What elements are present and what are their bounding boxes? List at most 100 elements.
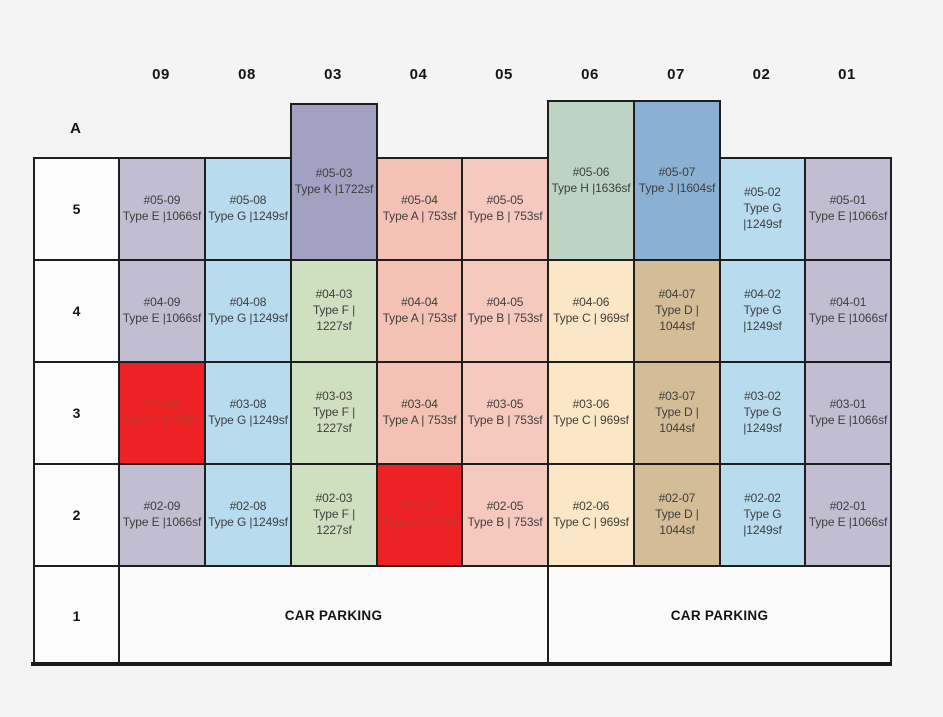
unit-cell-03-01[interactable]: #03-01 Type E |1066sf	[804, 361, 892, 465]
unit-type-size: Type F | 1227sf	[312, 303, 356, 333]
unit-cell-03-04[interactable]: #03-04 Type A | 753sf	[376, 361, 463, 465]
floor-label-4: 4	[33, 259, 120, 363]
unit-cell-02-08[interactable]: #02-08 Type G |1249sf	[204, 463, 292, 567]
column-header-02: 02	[752, 66, 771, 83]
unit-type-size: Type B | 753sf	[467, 311, 543, 325]
unit-cell-04-04[interactable]: #04-04 Type A | 753sf	[376, 259, 463, 363]
unit-id: #03-05	[486, 397, 524, 412]
unit-cell-03-07[interactable]: #03-07 Type D | 1044sf	[633, 361, 721, 465]
unit-id: #03-01	[829, 397, 867, 412]
unit-cell-05-07[interactable]: #05-07 Type J |1604sf	[633, 100, 721, 261]
unit-type-size: Type A | 753sf	[382, 311, 457, 325]
unit-cell-02-03[interactable]: #02-03 Type F | 1227sf	[290, 463, 378, 567]
unit-cell-02-01[interactable]: #02-01 Type E |1066sf	[804, 463, 892, 567]
unit-type-size: Type D | 1044sf	[655, 303, 699, 333]
unit-type-size: Type E |1066sf	[122, 515, 202, 529]
unit-id: #05-03	[315, 166, 353, 181]
unit-cell-04-09[interactable]: #04-09 Type E |1066sf	[118, 259, 206, 363]
unit-cell-02-02[interactable]: #02-02 Type G |1249sf	[719, 463, 806, 567]
unit-id: #05-05	[486, 193, 524, 208]
unit-type-size: Type E |1066sf	[122, 209, 202, 223]
unit-id: #03-06	[572, 397, 610, 412]
column-header-01: 01	[838, 66, 856, 83]
unit-id: #04-04	[401, 295, 438, 310]
unit-cell-05-04[interactable]: #05-04 Type A | 753sf	[376, 157, 463, 261]
unit-cell-04-01[interactable]: #04-01 Type E |1066sf	[804, 259, 892, 363]
column-header-05: 05	[495, 66, 513, 83]
unit-id: #04-07	[658, 287, 696, 302]
block-label: A	[70, 120, 81, 137]
unit-type-size: Type B | 753sf	[467, 515, 543, 529]
unit-cell-04-07[interactable]: #04-07 Type D | 1044sf	[633, 259, 721, 363]
unit-cell-04-05[interactable]: #04-05 Type B | 753sf	[461, 259, 549, 363]
unit-cell-04-08[interactable]: #04-08 Type G |1249sf	[204, 259, 292, 363]
unit-id: #02-01	[829, 499, 867, 514]
unit-id: #05-01	[829, 193, 867, 208]
unit-id: #05-04	[401, 193, 438, 208]
unit-cell-02-05[interactable]: #02-05 Type B | 753sf	[461, 463, 549, 567]
unit-cell-05-05[interactable]: #05-05 Type B | 753sf	[461, 157, 549, 261]
unit-id: #05-02	[744, 185, 781, 200]
unit-id: #04-09	[143, 295, 181, 310]
unit-id: #02-07	[658, 491, 696, 506]
unit-type-size: Type E |1066sf	[808, 413, 888, 427]
unit-type-size: Type G |1249sf	[208, 515, 288, 529]
column-header-09: 09	[152, 66, 170, 83]
unit-id: #05-06	[572, 164, 610, 179]
car-parking-left: CAR PARKING	[118, 565, 549, 666]
unit-id: #05-08	[229, 193, 267, 208]
floor-label-5: 5	[33, 157, 120, 261]
unit-id: #05-07	[658, 164, 696, 179]
unit-cell-03-09[interactable]: #03-09 Type E |1066sf	[118, 361, 206, 465]
unit-type-size: Type E |1066sf	[122, 413, 202, 427]
unit-id: #03-09	[143, 397, 181, 412]
unit-id: #02-05	[486, 499, 524, 514]
unit-cell-02-04[interactable]: #02-04 Type A | 753sf	[376, 463, 463, 567]
floor-label-1: 1	[33, 565, 120, 666]
unit-type-size: Type G |1249sf	[208, 209, 288, 223]
unit-id: #03-03	[315, 389, 353, 404]
unit-cell-05-02[interactable]: #05-02 Type G |1249sf	[719, 157, 806, 261]
unit-cell-02-07[interactable]: #02-07 Type D | 1044sf	[633, 463, 721, 567]
unit-cell-03-03[interactable]: #03-03 Type F | 1227sf	[290, 361, 378, 465]
unit-cell-02-09[interactable]: #02-09 Type E |1066sf	[118, 463, 206, 567]
unit-type-size: Type E |1066sf	[808, 311, 888, 325]
unit-cell-02-06[interactable]: #02-06 Type C | 969sf	[547, 463, 635, 567]
unit-id: #04-05	[486, 295, 524, 310]
unit-id: #04-03	[315, 287, 353, 302]
floor-label-2: 2	[33, 463, 120, 567]
unit-id: #03-08	[229, 397, 267, 412]
unit-id: #02-04	[401, 499, 438, 514]
unit-type-size: Type A | 753sf	[382, 209, 457, 223]
unit-type-size: Type D | 1044sf	[655, 507, 699, 537]
unit-cell-03-05[interactable]: #03-05 Type B | 753sf	[461, 361, 549, 465]
unit-type-size: Type F | 1227sf	[312, 405, 356, 435]
unit-type-size: Type G |1249sf	[208, 311, 288, 325]
unit-cell-05-01[interactable]: #05-01 Type E |1066sf	[804, 157, 892, 261]
unit-type-size: Type B | 753sf	[467, 413, 543, 427]
unit-cell-04-06[interactable]: #04-06 Type C | 969sf	[547, 259, 635, 363]
unit-cell-04-02[interactable]: #04-02 Type G |1249sf	[719, 259, 806, 363]
unit-cell-03-02[interactable]: #03-02 Type G |1249sf	[719, 361, 806, 465]
unit-id: #02-08	[229, 499, 267, 514]
unit-type-size: Type G |1249sf	[743, 405, 782, 435]
unit-id: #02-02	[744, 491, 781, 506]
unit-type-size: Type E |1066sf	[808, 515, 888, 529]
unit-id: #04-02	[744, 287, 781, 302]
unit-type-size: Type C | 969sf	[553, 413, 629, 427]
unit-type-size: Type K |1722sf	[294, 182, 374, 196]
unit-id: #05-09	[143, 193, 181, 208]
unit-type-size: Type E |1066sf	[122, 311, 202, 325]
unit-cell-05-06[interactable]: #05-06 Type H |1636sf	[547, 100, 635, 261]
unit-cell-03-08[interactable]: #03-08 Type G |1249sf	[204, 361, 292, 465]
unit-type-size: Type B | 753sf	[467, 209, 543, 223]
unit-id: #03-04	[401, 397, 438, 412]
unit-cell-05-08[interactable]: #05-08 Type G |1249sf	[204, 157, 292, 261]
unit-cell-05-09[interactable]: #05-09 Type E |1066sf	[118, 157, 206, 261]
floor-label-3: 3	[33, 361, 120, 465]
unit-type-size: Type D | 1044sf	[655, 405, 699, 435]
unit-type-size: Type G |1249sf	[208, 413, 288, 427]
unit-cell-03-06[interactable]: #03-06 Type C | 969sf	[547, 361, 635, 465]
unit-cell-05-03[interactable]: #05-03 Type K |1722sf	[290, 103, 378, 261]
unit-cell-04-03[interactable]: #04-03 Type F | 1227sf	[290, 259, 378, 363]
